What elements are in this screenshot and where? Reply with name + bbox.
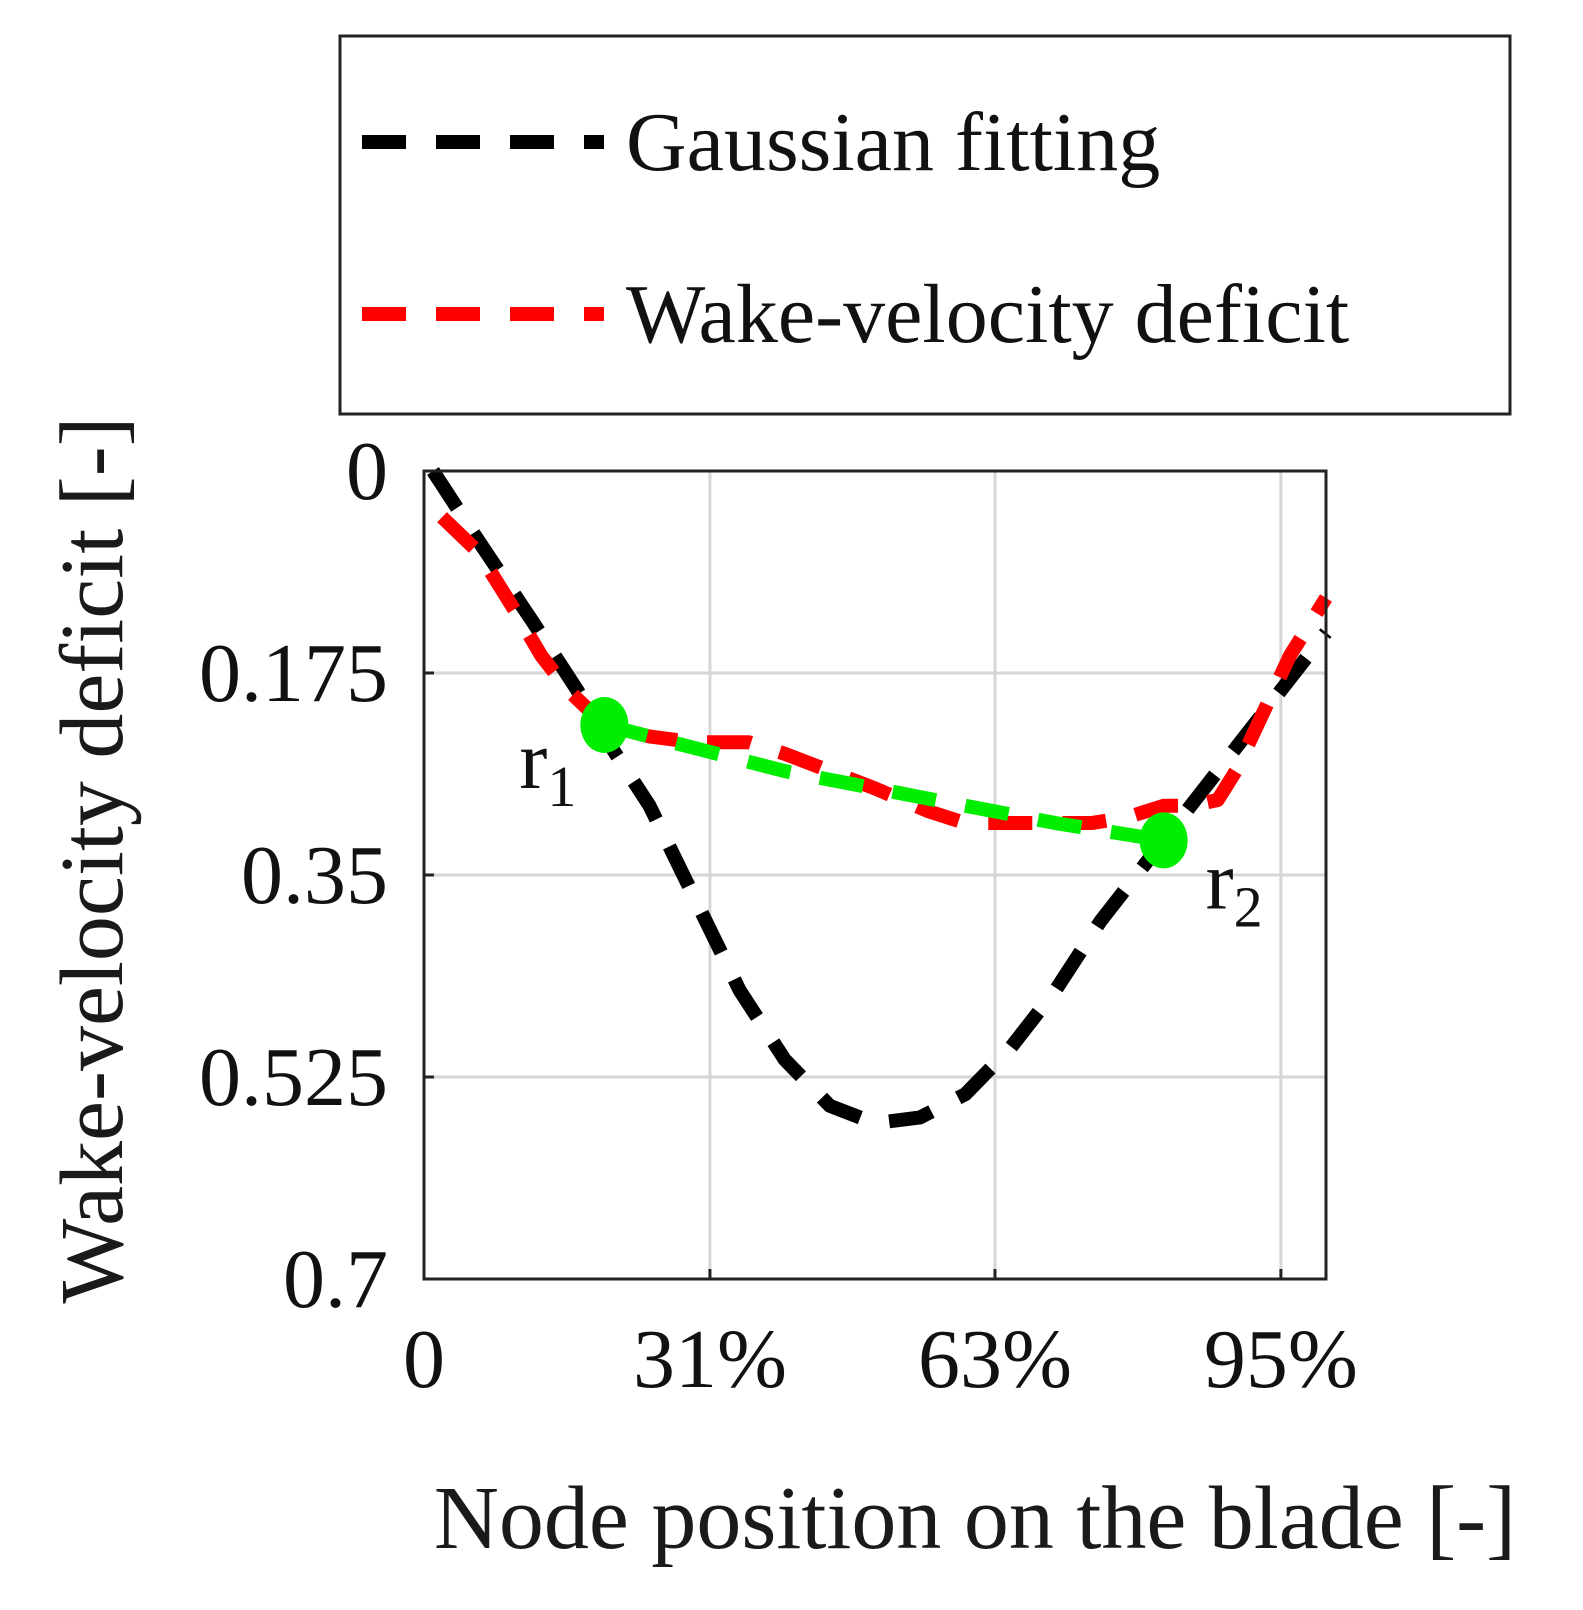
series-line-gaussian-fitting [427,467,1332,1131]
point-marker-2 [1139,812,1188,869]
annotation-label-1: r1 [519,714,576,819]
series-layer [427,467,1332,1131]
legend-label-gaussian-fitting: Gaussian fitting [626,96,1160,189]
y-tick-labels: 0 0.175 0.35 0.525 0.7 [199,425,434,1326]
x-tick-label-0: 0 [403,1313,445,1406]
legend: Gaussian fitting Wake-velocity deficit [338,34,1512,416]
annotation-layer: r1 r2 [519,696,1263,939]
x-axis-label: Node position on the blade [-] [434,1469,1516,1568]
grid-lines [424,471,1326,1279]
x-tick-label-1: 31% [633,1313,787,1406]
x-tick-label-2: 63% [918,1313,1072,1406]
point-marker-1 [580,696,629,753]
x-tick-label-3: 95% [1204,1313,1358,1406]
annotation-label-2: r2 [1206,834,1263,939]
y-axis-label: Wake-velocity deficit [-] [43,416,142,1303]
x-tick-labels: 0 31% 63% 95% [403,1269,1358,1406]
y-tick-label-1: 0.175 [199,627,388,720]
y-tick-label-4: 0.7 [283,1233,388,1326]
legend-box [338,34,1512,416]
series-line-segment-2 [602,718,1165,848]
y-tick-label-2: 0.35 [241,829,388,922]
y-tick-label-3: 0.525 [199,1031,388,1124]
y-tick-label-0: 0 [346,425,388,518]
legend-label-wake-velocity-deficit: Wake-velocity deficit [626,268,1349,361]
series-line-wake-velocity-deficit [437,512,1332,831]
